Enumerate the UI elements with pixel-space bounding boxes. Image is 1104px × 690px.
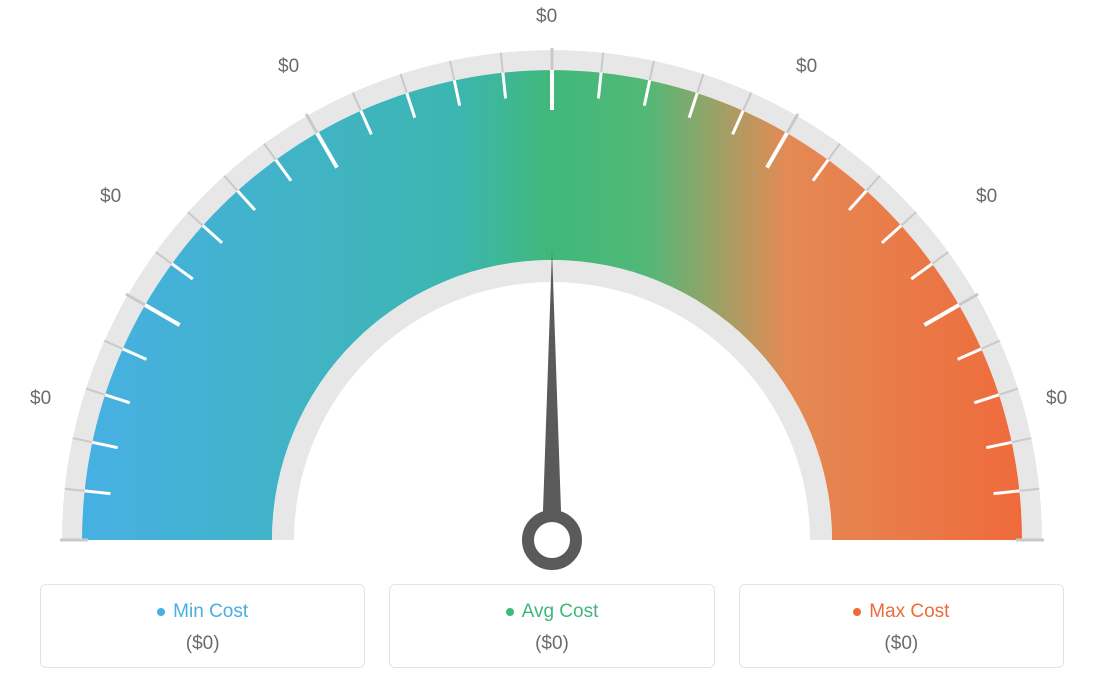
legend-title-text: Min Cost [173,601,248,623]
legend-value: ($0) [752,633,1051,655]
needle-hub [528,516,576,564]
gauge-chart-container: $0$0$0$0$0$0$0 Min Cost($0)Avg Cost($0)M… [0,0,1104,690]
legend-value: ($0) [53,633,352,655]
legend-title: Avg Cost [506,601,599,623]
legend-title: Min Cost [157,601,248,623]
legend-dot-icon [853,608,861,616]
legend-title-text: Avg Cost [522,601,599,623]
legend-value: ($0) [402,633,701,655]
gauge-tick-label: $0 [278,56,299,78]
legend-dot-icon [506,608,514,616]
gauge-tick-label: $0 [1046,388,1067,410]
gauge-tick-label: $0 [796,56,817,78]
legend-card: Avg Cost ($0) [389,584,714,668]
legend-dot-icon [157,608,165,616]
legend-row: Min Cost ($0) Avg Cost ($0) Max Cost ($0) [40,584,1064,668]
gauge-tick-label: $0 [100,186,121,208]
legend-card: Min Cost ($0) [40,584,365,668]
gauge-tick-label: $0 [536,6,557,28]
legend-card: Max Cost ($0) [739,584,1064,668]
gauge-tick-label: $0 [30,388,51,410]
gauge-svg [40,20,1064,580]
legend-title-text: Max Cost [869,601,949,623]
gauge-area: $0 $0 $0 $0 $0 $0 $0 [0,0,1104,560]
gauge-needle [542,250,562,540]
legend-title: Max Cost [853,601,949,623]
gauge-tick-label: $0 [976,186,997,208]
